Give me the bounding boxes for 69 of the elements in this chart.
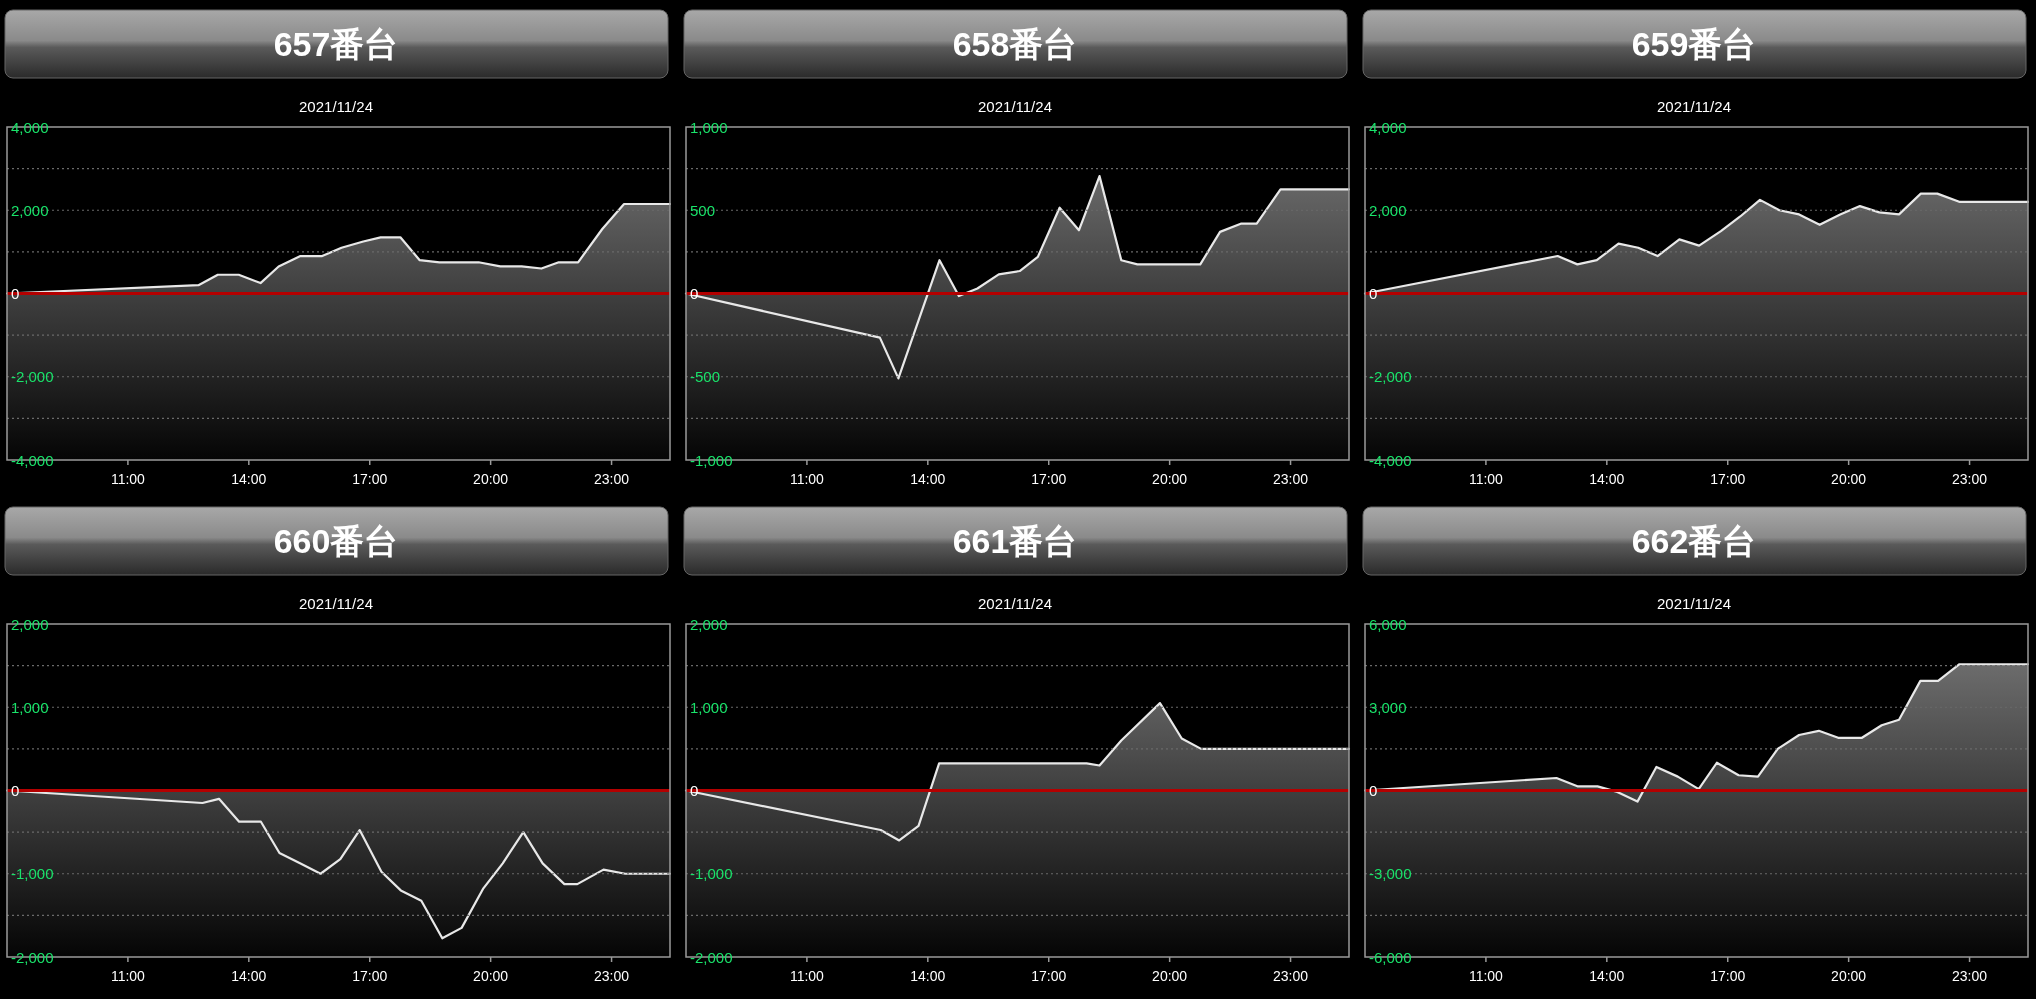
x-tick-label: 20:00 (1831, 471, 1867, 487)
x-tick-label: 14:00 (1589, 968, 1625, 984)
x-tick-label: 14:00 (910, 471, 946, 487)
x-tick-label: 20:00 (1152, 471, 1188, 487)
x-tick-label: 17:00 (1710, 471, 1746, 487)
x-tick-label: 23:00 (594, 471, 630, 487)
x-tick-label: 11:00 (789, 471, 825, 487)
y-tick-label: 1,000 (690, 118, 728, 136)
x-tick-label: 20:00 (473, 968, 509, 984)
chart-subtitle: 2021/11/24 (978, 98, 1052, 115)
x-tick-label: 17:00 (352, 471, 388, 487)
x-tick-label: 17:00 (352, 968, 388, 984)
x-tick-label: 11:00 (110, 471, 146, 487)
x-tick-label: 23:00 (1273, 968, 1309, 984)
y-tick-label: -500 (690, 368, 721, 386)
y-tick-label: 0 (1369, 782, 1378, 799)
x-tick-label: 14:00 (1589, 471, 1625, 487)
y-tick-label: 4,000 (11, 118, 49, 136)
chart-title: 660番台 (273, 522, 399, 560)
y-tick-label: -6,000 (1369, 948, 1412, 966)
x-tick-label: 14:00 (910, 968, 946, 984)
y-tick-label: -3,000 (1369, 865, 1412, 883)
y-tick-label: -2,000 (11, 948, 54, 966)
x-tick-label: 14:00 (231, 471, 267, 487)
x-tick-label: 23:00 (1952, 968, 1988, 984)
y-tick-label: 0 (11, 782, 20, 799)
y-tick-label: 500 (690, 201, 716, 219)
x-tick-label: 20:00 (1831, 968, 1867, 984)
x-tick-label: 20:00 (1152, 968, 1188, 984)
y-tick-label: -2,000 (11, 368, 54, 386)
y-tick-label: -2,000 (1369, 368, 1412, 386)
x-tick-label: 11:00 (110, 968, 146, 984)
chart-subtitle: 2021/11/24 (1657, 98, 1731, 115)
chart-subtitle: 2021/11/24 (299, 98, 373, 115)
x-tick-label: 23:00 (594, 968, 630, 984)
x-tick-label: 23:00 (1273, 471, 1309, 487)
x-tick-label: 17:00 (1710, 968, 1746, 984)
x-tick-label: 14:00 (231, 968, 267, 984)
y-tick-label: -2,000 (690, 948, 733, 966)
x-tick-label: 11:00 (1468, 471, 1504, 487)
y-tick-label: 1,000 (690, 698, 728, 716)
chart-title: 657番台 (273, 25, 399, 63)
y-tick-label: -4,000 (11, 451, 54, 469)
x-tick-label: 11:00 (789, 968, 825, 984)
y-tick-label: 0 (11, 285, 20, 302)
x-tick-label: 23:00 (1952, 471, 1988, 487)
chart-title: 659番台 (1631, 25, 1757, 63)
y-tick-label: 2,000 (690, 615, 728, 633)
y-tick-label: 4,000 (1369, 118, 1407, 136)
chart-subtitle: 2021/11/24 (978, 595, 1052, 612)
x-tick-label: 11:00 (1468, 968, 1504, 984)
y-tick-label: 2,000 (11, 615, 49, 633)
chart-title: 662番台 (1631, 522, 1757, 560)
chart-subtitle: 2021/11/24 (1657, 595, 1731, 612)
chart-title: 658番台 (952, 25, 1078, 63)
y-tick-label: -1,000 (690, 451, 733, 469)
y-tick-label: -1,000 (11, 865, 54, 883)
x-tick-label: 20:00 (473, 471, 509, 487)
y-tick-label: 2,000 (1369, 201, 1407, 219)
y-tick-label: 3,000 (1369, 698, 1407, 716)
y-tick-label: -4,000 (1369, 451, 1412, 469)
chart-subtitle: 2021/11/24 (299, 595, 373, 612)
x-tick-label: 17:00 (1031, 968, 1067, 984)
y-tick-label: 2,000 (11, 201, 49, 219)
x-tick-label: 17:00 (1031, 471, 1067, 487)
y-tick-label: 1,000 (11, 698, 49, 716)
chart-title: 661番台 (952, 522, 1078, 560)
y-tick-label: 6,000 (1369, 615, 1407, 633)
y-tick-label: -1,000 (690, 865, 733, 883)
